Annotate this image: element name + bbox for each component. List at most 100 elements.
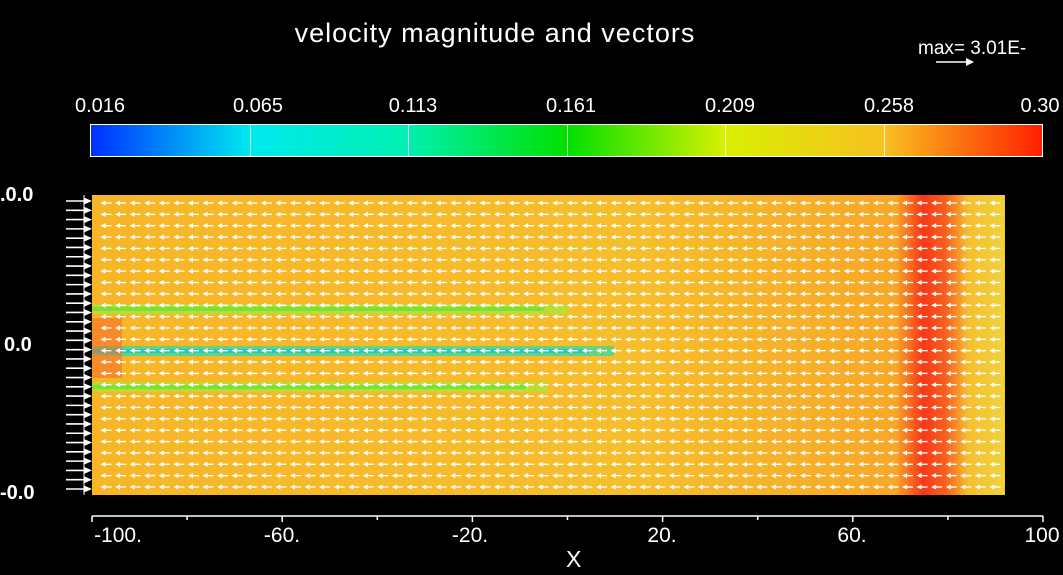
x-tick-0: -100. xyxy=(94,524,142,547)
velocity-vector-head xyxy=(683,461,689,467)
velocity-vector-head xyxy=(566,427,572,433)
velocity-vector-head xyxy=(523,314,529,320)
inlet-vector-head xyxy=(84,308,92,316)
velocity-vector-head xyxy=(581,359,587,365)
velocity-vector-head xyxy=(523,439,529,445)
velocity-vector-head xyxy=(115,427,121,433)
velocity-vector-head xyxy=(902,370,908,376)
velocity-vector-head xyxy=(217,325,223,331)
velocity-vector-head xyxy=(625,473,631,479)
velocity-vector-head xyxy=(872,268,878,274)
inlet-vector-head xyxy=(84,346,92,354)
inlet-vector-head xyxy=(84,197,92,205)
velocity-vector-head xyxy=(756,211,762,217)
velocity-vector-head xyxy=(289,461,295,467)
velocity-vector-head xyxy=(974,291,980,297)
velocity-vector-head xyxy=(945,370,951,376)
velocity-vector-head xyxy=(391,223,397,229)
velocity-vector-head xyxy=(625,257,631,263)
velocity-vector-head xyxy=(391,359,397,365)
velocity-vector-head xyxy=(377,257,383,263)
velocity-vector-head xyxy=(435,461,441,467)
velocity-vector-head xyxy=(683,200,689,206)
velocity-vector-head xyxy=(173,211,179,217)
velocity-vector-head xyxy=(508,359,514,365)
velocity-vector-head xyxy=(362,461,368,467)
inlet-vector-head xyxy=(84,383,92,391)
velocity-vector-head xyxy=(158,325,164,331)
velocity-vector-head xyxy=(552,484,558,490)
velocity-vector-head xyxy=(450,302,456,308)
velocity-vector-head xyxy=(421,291,427,297)
velocity-vector-head xyxy=(100,450,106,456)
velocity-vector-head xyxy=(741,200,747,206)
velocity-vector-head xyxy=(187,234,193,240)
velocity-vector-head xyxy=(785,245,791,251)
velocity-vector-head xyxy=(697,291,703,297)
velocity-vector-head xyxy=(683,382,689,388)
velocity-vector-head xyxy=(100,245,106,251)
velocity-vector-head xyxy=(377,302,383,308)
velocity-vector-head xyxy=(275,268,281,274)
velocity-vector-head xyxy=(231,314,237,320)
velocity-vector-head xyxy=(800,234,806,240)
velocity-vector-head xyxy=(887,245,893,251)
velocity-vector-head xyxy=(974,393,980,399)
velocity-vector-head xyxy=(260,302,266,308)
velocity-vector-head xyxy=(260,223,266,229)
velocity-vector-head xyxy=(435,245,441,251)
velocity-vector-head xyxy=(814,484,820,490)
velocity-vector-head xyxy=(100,461,106,467)
velocity-vector-head xyxy=(989,359,995,365)
velocity-vector-head xyxy=(916,302,922,308)
velocity-vector-head xyxy=(260,450,266,456)
velocity-vector-head xyxy=(800,245,806,251)
velocity-vector-head xyxy=(260,416,266,422)
velocity-vector-head xyxy=(217,348,223,354)
velocity-vector-head xyxy=(683,348,689,354)
velocity-vector-head xyxy=(377,461,383,467)
velocity-vector-head xyxy=(770,461,776,467)
velocity-vector-head xyxy=(902,291,908,297)
velocity-vector-head xyxy=(581,404,587,410)
velocity-vector-head xyxy=(785,427,791,433)
velocity-vector-head xyxy=(727,404,733,410)
velocity-vector-head xyxy=(683,314,689,320)
velocity-vector-head xyxy=(275,427,281,433)
velocity-vector-head xyxy=(289,223,295,229)
velocity-vector-head xyxy=(304,461,310,467)
velocity-vector-head xyxy=(493,359,499,365)
velocity-vector-head xyxy=(683,393,689,399)
velocity-vector-head xyxy=(625,404,631,410)
colorbar-tick-4: 0.209 xyxy=(704,95,756,117)
velocity-vector-head xyxy=(144,439,150,445)
velocity-vector-head xyxy=(231,416,237,422)
velocity-vector-head xyxy=(741,211,747,217)
velocity-vector-head xyxy=(348,211,354,217)
velocity-vector-head xyxy=(479,404,485,410)
velocity-vector-head xyxy=(464,393,470,399)
velocity-vector-head xyxy=(887,416,893,422)
velocity-vector-head xyxy=(260,336,266,342)
velocity-vector-head xyxy=(100,280,106,286)
velocity-vector-head xyxy=(173,348,179,354)
velocity-vector-head xyxy=(377,245,383,251)
velocity-vector-head xyxy=(246,359,252,365)
velocity-vector-head xyxy=(202,280,208,286)
velocity-vector-head xyxy=(115,257,121,263)
velocity-vector-head xyxy=(406,393,412,399)
velocity-vector-head xyxy=(727,314,733,320)
velocity-vector-head xyxy=(464,257,470,263)
velocity-vector-head xyxy=(974,314,980,320)
velocity-vector-head xyxy=(916,416,922,422)
velocity-vector-head xyxy=(406,461,412,467)
velocity-vector-head xyxy=(712,484,718,490)
velocity-vector-head xyxy=(770,450,776,456)
velocity-vector-head xyxy=(144,234,150,240)
velocity-vector-head xyxy=(260,348,266,354)
velocity-vector-head xyxy=(348,439,354,445)
velocity-vector-head xyxy=(493,404,499,410)
velocity-vector-head xyxy=(814,223,820,229)
velocity-vector-head xyxy=(479,211,485,217)
velocity-vector-head xyxy=(770,416,776,422)
